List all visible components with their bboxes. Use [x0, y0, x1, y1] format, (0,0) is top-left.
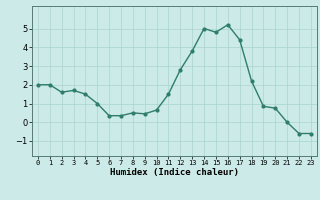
X-axis label: Humidex (Indice chaleur): Humidex (Indice chaleur) [110, 168, 239, 177]
